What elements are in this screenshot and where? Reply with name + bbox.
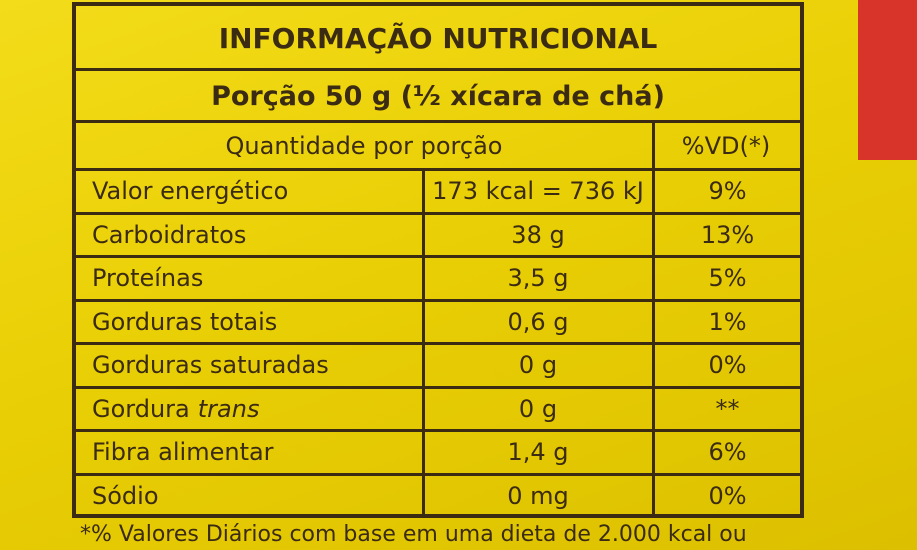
nutrient-name: Carboidratos [92, 215, 422, 256]
nutrient-name-text: Gordura [92, 394, 190, 423]
rule [76, 385, 800, 389]
amount: 1,4 g [507, 438, 569, 467]
nutrient-name-italic: trans [197, 394, 260, 423]
nutrient-name: Sódio [92, 476, 422, 517]
table-title: INFORMAÇÃO NUTRICIONAL [218, 21, 658, 55]
rule [76, 472, 800, 476]
daily-value: 6% [708, 438, 747, 467]
daily-value: 0% [708, 481, 747, 510]
daily-value: 5% [708, 264, 747, 293]
nutrition-table: INFORMAÇÃO NUTRICIONAL Porção 50 g (½ xí… [72, 2, 804, 518]
daily-value: 1% [708, 307, 747, 336]
daily-value: 0% [708, 351, 747, 380]
nutrient-name-text: Gorduras saturadas [92, 351, 329, 380]
rule [76, 255, 800, 258]
portion: Porção 50 g (½ xícara de chá) [211, 80, 665, 112]
nutrient-name-text: Fibra alimentar [92, 438, 274, 467]
nutrient-name: Fibra alimentar [92, 432, 422, 473]
header-quantity: Quantidade por porção [225, 132, 503, 160]
rule [76, 211, 800, 215]
nutrient-name-text: Proteínas [92, 264, 204, 293]
amount: 0 g [518, 394, 558, 423]
amount: 0 mg [507, 481, 569, 510]
column-rule [652, 120, 655, 514]
nutrient-name: Gordura trans [92, 389, 422, 430]
rule [76, 298, 800, 302]
package-strip [858, 0, 917, 160]
daily-value: ** [715, 394, 740, 423]
column-rule [422, 168, 425, 514]
nutrient-name: Gorduras saturadas [92, 345, 422, 386]
rule [76, 168, 800, 171]
rule [76, 68, 800, 71]
nutrient-name-text: Gorduras totais [92, 307, 278, 336]
header-dv: %VD(*) [681, 132, 771, 160]
amount: 38 g [511, 220, 565, 249]
amount: 3,5 g [507, 264, 569, 293]
nutrient-name-text: Valor energético [92, 177, 289, 206]
rule [76, 120, 800, 123]
footnote: *% Valores Diários com base em uma dieta… [80, 522, 747, 547]
nutrient-name: Proteínas [92, 258, 422, 299]
rule [76, 429, 800, 432]
nutrient-name: Valor energético [92, 171, 422, 212]
nutrient-name-text: Carboidratos [92, 220, 247, 249]
daily-value: 9% [708, 177, 747, 206]
rule [76, 342, 800, 345]
amount: 0,6 g [507, 307, 569, 336]
daily-value: 13% [700, 220, 755, 249]
nutrient-name-text: Sódio [92, 481, 159, 510]
amount: 0 g [518, 351, 558, 380]
nutrient-name: Gorduras totais [92, 302, 422, 343]
amount: 173 kcal = 736 kJ [432, 177, 644, 206]
